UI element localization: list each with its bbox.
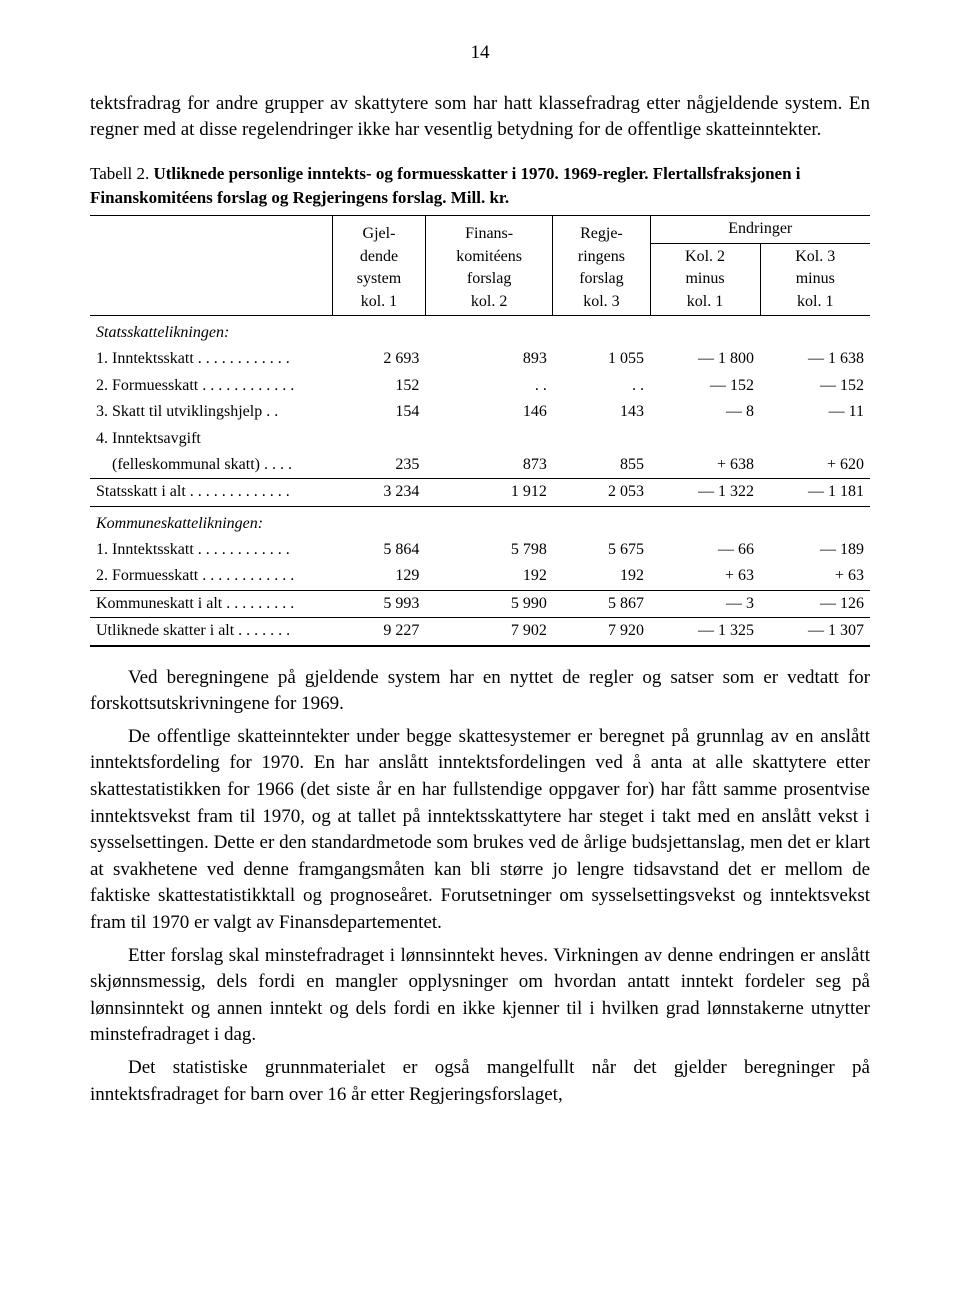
cell: + 638 — [650, 452, 760, 479]
cell: — 152 — [650, 373, 760, 399]
cell: — 189 — [760, 537, 870, 563]
cell: 873 — [425, 452, 552, 479]
cell: + 63 — [760, 563, 870, 590]
col-header-3-text: Regje- ringens forslag kol. 3 — [578, 225, 625, 309]
cell: — 1 322 — [650, 479, 760, 506]
row-label: Utliknede skatter i alt . . . . . . . — [90, 618, 333, 646]
row-label: 4. Inntektsavgift — [90, 426, 333, 452]
cell: 5 864 — [333, 537, 426, 563]
col-header-4-text: Kol. 2 minus kol. 1 — [685, 248, 725, 310]
table-row: 2. Formuesskatt . . . . . . . . . . . . … — [90, 373, 870, 399]
col-header-5-text: Kol. 3 minus kol. 1 — [795, 248, 835, 310]
table-caption-prefix: Tabell 2. — [90, 164, 153, 183]
cell: 2 053 — [553, 479, 650, 506]
cell: — 1 638 — [760, 346, 870, 372]
table-row: 2. Formuesskatt . . . . . . . . . . . . … — [90, 563, 870, 590]
paragraph-4: Etter forslag skal minstefradraget i løn… — [90, 943, 870, 1049]
col-header-blank — [90, 216, 333, 316]
grand-total-row: Utliknede skatter i alt . . . . . . . 9 … — [90, 618, 870, 646]
col-header-2-text: Finans- komitéens forslag kol. 2 — [456, 225, 522, 309]
cell: — 1 800 — [650, 346, 760, 372]
table-row: (felleskommunal skatt) . . . . 235 873 8… — [90, 452, 870, 479]
row-label: (felleskommunal skatt) . . . . — [90, 452, 333, 479]
cell: — 126 — [760, 590, 870, 617]
col-header-4: Kol. 2 minus kol. 1 — [650, 243, 760, 315]
stats-total-row: Statsskatt i alt . . . . . . . . . . . .… — [90, 479, 870, 506]
data-table: Gjel- dende system kol. 1 Finans- komité… — [90, 215, 870, 646]
cell: + 620 — [760, 452, 870, 479]
cell: . . — [425, 373, 552, 399]
cell: 146 — [425, 399, 552, 425]
table-caption: Tabell 2. Utliknede personlige inntekts-… — [90, 162, 870, 210]
row-label: Statsskatt i alt . . . . . . . . . . . .… — [90, 479, 333, 506]
cell — [333, 426, 426, 452]
row-label: 3. Skatt til utviklingshjelp . . — [90, 399, 333, 425]
cell: + 63 — [650, 563, 760, 590]
row-label: Kommuneskatt i alt . . . . . . . . . — [90, 590, 333, 617]
section2-header-row: Kommuneskattelikningen: — [90, 506, 870, 537]
cell: 5 867 — [553, 590, 650, 617]
row-label: 2. Formuesskatt . . . . . . . . . . . . — [90, 563, 333, 590]
cell — [553, 426, 650, 452]
cell: — 66 — [650, 537, 760, 563]
col-header-1-text: Gjel- dende system kol. 1 — [357, 225, 401, 309]
cell: — 1 181 — [760, 479, 870, 506]
kommune-total-row: Kommuneskatt i alt . . . . . . . . . 5 9… — [90, 590, 870, 617]
table-caption-bold: Utliknede personlige inntekts- og formue… — [90, 164, 801, 207]
table-row: 4. Inntektsavgift — [90, 426, 870, 452]
cell: 1 055 — [553, 346, 650, 372]
cell: 152 — [333, 373, 426, 399]
cell: 855 — [553, 452, 650, 479]
table-row: 1. Inntektsskatt . . . . . . . . . . . .… — [90, 537, 870, 563]
paragraph-5: Det statistiske grunnmaterialet er også … — [90, 1055, 870, 1108]
cell: — 1 325 — [650, 618, 760, 646]
col-header-5: Kol. 3 minus kol. 1 — [760, 243, 870, 315]
cell: — 8 — [650, 399, 760, 425]
section2-header: Kommuneskattelikningen: — [90, 506, 333, 537]
cell: 893 — [425, 346, 552, 372]
cell: 7 902 — [425, 618, 552, 646]
cell: 1 912 — [425, 479, 552, 506]
cell: . . — [553, 373, 650, 399]
table-row: 3. Skatt til utviklingshjelp . . 154 146… — [90, 399, 870, 425]
section1-header-row: Statsskattelikningen: — [90, 315, 870, 346]
cell: 3 234 — [333, 479, 426, 506]
paragraph-2: Ved beregningene på gjeldende system har… — [90, 665, 870, 718]
cell: 7 920 — [553, 618, 650, 646]
cell: — 152 — [760, 373, 870, 399]
cell: 192 — [425, 563, 552, 590]
cell — [425, 426, 552, 452]
cell: 9 227 — [333, 618, 426, 646]
cell: 129 — [333, 563, 426, 590]
cell — [760, 426, 870, 452]
page-number: 14 — [90, 40, 870, 67]
cell — [650, 426, 760, 452]
row-label: 1. Inntektsskatt . . . . . . . . . . . . — [90, 537, 333, 563]
cell: 5 993 — [333, 590, 426, 617]
cell: 143 — [553, 399, 650, 425]
col-header-endringer: Endringer — [650, 216, 870, 243]
cell: — 1 307 — [760, 618, 870, 646]
col-header-1: Gjel- dende system kol. 1 — [333, 216, 426, 316]
cell: 5 798 — [425, 537, 552, 563]
col-header-2: Finans- komitéens forslag kol. 2 — [425, 216, 552, 316]
cell: 192 — [553, 563, 650, 590]
cell: 5 675 — [553, 537, 650, 563]
paragraph-1: tektsfradrag for andre grupper av skatty… — [90, 91, 870, 144]
row-label: 2. Formuesskatt . . . . . . . . . . . . — [90, 373, 333, 399]
cell: — 3 — [650, 590, 760, 617]
section1-header: Statsskattelikningen: — [90, 315, 333, 346]
cell: 2 693 — [333, 346, 426, 372]
cell: 154 — [333, 399, 426, 425]
table-row: 1. Inntektsskatt . . . . . . . . . . . .… — [90, 346, 870, 372]
col-header-3: Regje- ringens forslag kol. 3 — [553, 216, 650, 316]
cell: — 11 — [760, 399, 870, 425]
row-label: 1. Inntektsskatt . . . . . . . . . . . . — [90, 346, 333, 372]
cell: 5 990 — [425, 590, 552, 617]
page: 14 tektsfradrag for andre grupper av ska… — [0, 0, 960, 1299]
paragraph-3: De offentlige skatteinntekter under begg… — [90, 724, 870, 937]
cell: 235 — [333, 452, 426, 479]
